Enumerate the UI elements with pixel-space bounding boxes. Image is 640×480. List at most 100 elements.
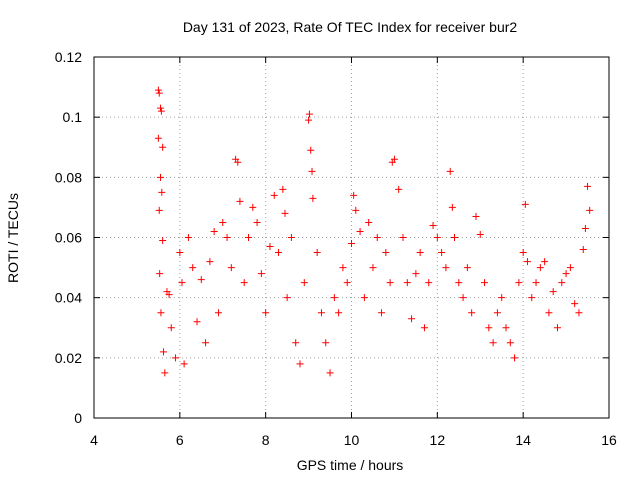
data-point	[489, 339, 497, 347]
data-point	[157, 173, 165, 181]
data-point	[446, 167, 454, 175]
data-point	[202, 339, 210, 347]
data-point	[378, 309, 386, 317]
data-point	[305, 110, 313, 118]
data-point	[369, 264, 377, 272]
data-point	[257, 270, 265, 278]
data-point	[554, 324, 561, 332]
x-tick-label: 10	[344, 432, 360, 448]
data-point	[206, 258, 214, 266]
data-point	[348, 240, 355, 248]
data-point	[515, 279, 523, 287]
x-tick-label: 8	[262, 432, 270, 448]
data-point	[219, 218, 227, 226]
data-point	[313, 249, 321, 257]
data-point	[159, 143, 167, 151]
data-point	[584, 182, 592, 190]
data-point	[459, 294, 467, 302]
data-point	[352, 206, 360, 214]
data-point	[193, 318, 201, 326]
data-point	[485, 324, 493, 332]
data-point	[502, 324, 510, 332]
y-tick-label: 0.04	[55, 290, 82, 306]
data-point	[317, 309, 325, 317]
data-point	[161, 369, 169, 377]
data-point	[416, 249, 424, 257]
y-tick-label: 0.1	[63, 109, 83, 125]
y-tick-label: 0.06	[55, 230, 82, 246]
data-point	[157, 104, 165, 112]
data-point	[463, 264, 471, 272]
data-point	[472, 212, 480, 220]
data-point	[451, 234, 458, 241]
data-point	[360, 294, 368, 302]
data-point	[433, 234, 441, 241]
data-point	[296, 360, 304, 368]
data-point	[214, 309, 222, 317]
x-axis-label: GPS time / hours	[297, 457, 404, 473]
data-point	[223, 234, 231, 241]
data-point	[403, 279, 411, 287]
data-point	[159, 237, 167, 245]
data-point	[308, 167, 316, 175]
data-point	[210, 227, 218, 235]
data-point	[158, 188, 166, 196]
data-point	[511, 354, 519, 362]
data-point	[292, 339, 300, 347]
data-point	[581, 224, 589, 232]
data-point	[287, 234, 295, 241]
data-point	[157, 309, 165, 317]
data-point	[356, 227, 364, 235]
data-point	[300, 279, 308, 287]
chart-title: Day 131 of 2023, Rate Of TEC Index for r…	[183, 19, 518, 35]
x-tick-label: 4	[90, 432, 98, 448]
data-point	[575, 309, 583, 317]
data-point	[519, 249, 527, 257]
data-point	[165, 291, 173, 299]
data-point	[283, 294, 291, 302]
data-point	[154, 134, 162, 142]
data-point	[262, 309, 270, 317]
data-point	[234, 158, 242, 166]
data-point	[343, 279, 351, 287]
data-point	[558, 279, 566, 287]
data-point	[305, 116, 313, 124]
data-point	[498, 294, 506, 302]
x-tick-labels: 4 6 8 10 12 14 16	[90, 432, 617, 448]
data-point	[562, 270, 570, 278]
data-point	[253, 218, 261, 226]
data-point	[408, 315, 416, 323]
data-point	[184, 234, 192, 241]
data-point	[493, 309, 501, 317]
data-point	[266, 243, 274, 251]
data-point	[390, 155, 398, 163]
data-point	[566, 264, 574, 272]
data-point	[275, 249, 283, 257]
data-point	[442, 264, 450, 272]
data-point	[532, 279, 540, 287]
data-point	[448, 203, 456, 211]
data-point	[541, 258, 549, 266]
grid-lines	[94, 57, 609, 418]
data-point	[156, 270, 164, 278]
y-tick-label: 0.08	[55, 169, 82, 185]
data-point	[420, 324, 428, 332]
data-point	[281, 209, 289, 217]
data-point	[307, 146, 315, 154]
data-point	[586, 206, 594, 214]
y-tick-label: 0	[74, 410, 82, 426]
x-tick-label: 6	[176, 432, 184, 448]
y-tick-label: 0.02	[55, 350, 82, 366]
data-point	[521, 200, 529, 208]
data-point	[455, 279, 463, 287]
data-point	[425, 279, 433, 287]
data-point	[481, 279, 489, 287]
data-point	[476, 230, 484, 238]
data-point	[155, 206, 163, 214]
y-axis-label: ROTI / TECUs	[5, 193, 21, 283]
data-point	[395, 185, 403, 193]
data-point	[154, 86, 162, 94]
data-point	[172, 354, 180, 362]
